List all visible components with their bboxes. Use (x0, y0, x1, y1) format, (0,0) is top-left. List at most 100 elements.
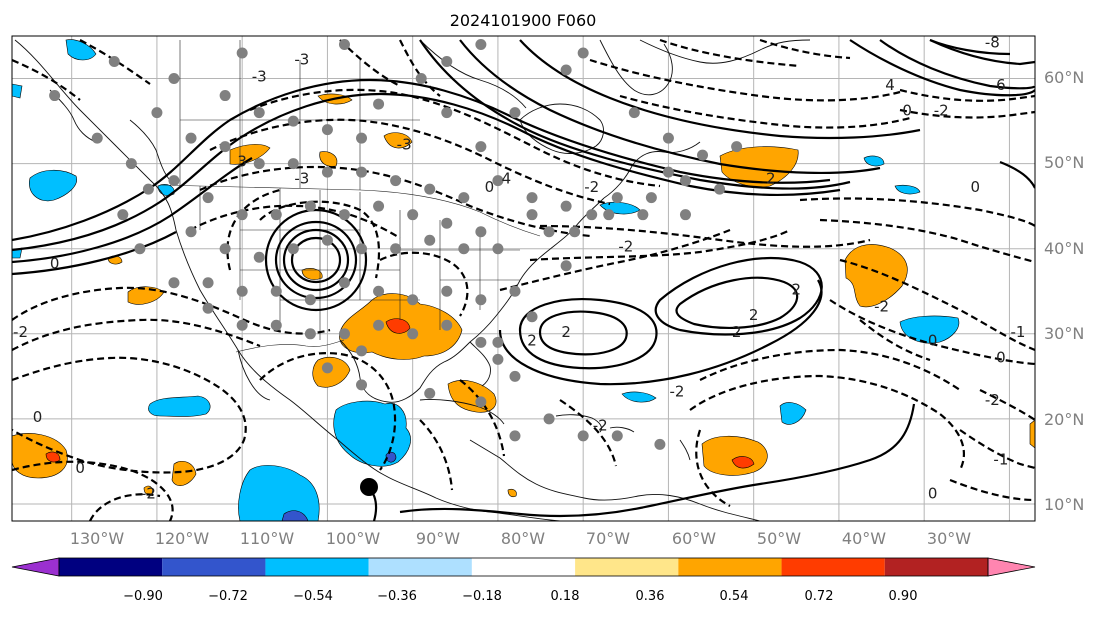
contour-label: 0 (50, 255, 60, 273)
station-dot (407, 294, 419, 306)
station-dot (321, 166, 333, 178)
station-dot (475, 294, 487, 306)
colorbar-tick-label: −0.18 (462, 589, 502, 604)
station-dot (560, 260, 572, 272)
station-dot (654, 438, 666, 450)
station-markers (49, 39, 743, 450)
station-dot (321, 124, 333, 136)
station-dot (134, 243, 146, 255)
station-dot (219, 141, 231, 153)
station-dot (441, 217, 453, 229)
station-dot (356, 345, 368, 357)
station-dot (287, 158, 299, 170)
station-dot (611, 430, 623, 442)
contour-label: 2 (561, 323, 571, 341)
contour-label: -3 (397, 136, 412, 154)
station-dot (304, 200, 316, 212)
station-dot (304, 294, 316, 306)
contour-label: -2 (934, 102, 949, 120)
colorbar-segment (781, 558, 885, 576)
station-dot (407, 209, 419, 221)
colorbar-segment (368, 558, 472, 576)
station-dot (202, 277, 214, 289)
contour-label: 0 (33, 408, 43, 426)
station-dot (202, 302, 214, 314)
colorbar (11, 557, 1036, 577)
station-dot (373, 319, 385, 331)
station-dot (219, 243, 231, 255)
contour-label: -2 (584, 178, 599, 196)
station-dot (236, 285, 248, 297)
station-dot (168, 73, 180, 85)
station-dot (543, 413, 555, 425)
station-dot (697, 149, 709, 161)
station-dot (390, 175, 402, 187)
station-dot (628, 107, 640, 119)
station-dot (270, 319, 282, 331)
colorbar-tick-label: −0.36 (377, 589, 417, 604)
station-dot (441, 107, 453, 119)
station-dot (321, 234, 333, 246)
coastlines (14, 39, 811, 521)
lon-label: 60°W (672, 529, 716, 548)
lon-label: 110°W (240, 529, 295, 548)
longitude-labels: 130°W 120°W 110°W 100°W 90°W 80°W 70°W 6… (70, 529, 971, 548)
colorbar-tick-label: −0.72 (208, 589, 248, 604)
station-dot (270, 209, 282, 221)
colorbar-segment (678, 558, 782, 576)
station-dot (577, 430, 589, 442)
lat-label: 60°N (1044, 68, 1084, 87)
station-dot (475, 39, 487, 51)
lon-label: 120°W (155, 529, 210, 548)
station-dot (49, 90, 61, 102)
contour-label: 0 (902, 102, 912, 120)
station-dot (253, 158, 265, 170)
colorbar-tick-label: 0.36 (636, 589, 665, 604)
contour-label: 0 (996, 348, 1006, 366)
lat-label: 10°N (1044, 495, 1084, 514)
station-dot (492, 175, 504, 187)
station-dot (679, 209, 691, 221)
contour-label: 4 (502, 170, 512, 188)
station-dot (236, 319, 248, 331)
station-dot (373, 98, 385, 110)
contour-label: -2 (13, 323, 28, 341)
station-dot (458, 243, 470, 255)
station-dot (415, 73, 427, 85)
station-dot (117, 209, 129, 221)
station-dot (373, 200, 385, 212)
station-dot (475, 396, 487, 408)
station-dot (645, 192, 657, 204)
station-dot (492, 353, 504, 365)
contour-label: 2 (527, 331, 537, 349)
station-dot (577, 47, 589, 59)
lon-label: 40°W (842, 529, 886, 548)
colorbar-tick-label: −0.54 (293, 589, 333, 604)
station-dot (662, 132, 674, 144)
contour-label: -2 (618, 238, 633, 256)
station-dot (287, 115, 299, 127)
colorbar-segment (59, 558, 163, 576)
station-dot (321, 362, 333, 374)
station-dot (407, 328, 419, 340)
contour-label: 0 (971, 178, 981, 196)
station-dot (603, 209, 615, 221)
colorbar-tick-labels: −0.90 −0.72 −0.54 −0.36 −0.18 0.18 0.36 … (123, 589, 917, 604)
station-dot (526, 209, 538, 221)
lat-label: 40°N (1044, 239, 1084, 258)
contour-label: 0 (75, 459, 85, 477)
station-dot (560, 64, 572, 76)
contour-label: -1 (993, 450, 1008, 468)
contour-label: -3 (294, 51, 309, 69)
lon-label: 70°W (586, 529, 630, 548)
station-dot (424, 234, 436, 246)
station-dot (679, 175, 691, 187)
dashed-contours (12, 38, 1035, 521)
lat-label: 50°N (1044, 153, 1084, 172)
station-dot (202, 192, 214, 204)
colorbar-tick-label: −0.90 (123, 589, 163, 604)
station-dot (509, 285, 521, 297)
station-dot (185, 226, 197, 238)
station-dot (475, 226, 487, 238)
